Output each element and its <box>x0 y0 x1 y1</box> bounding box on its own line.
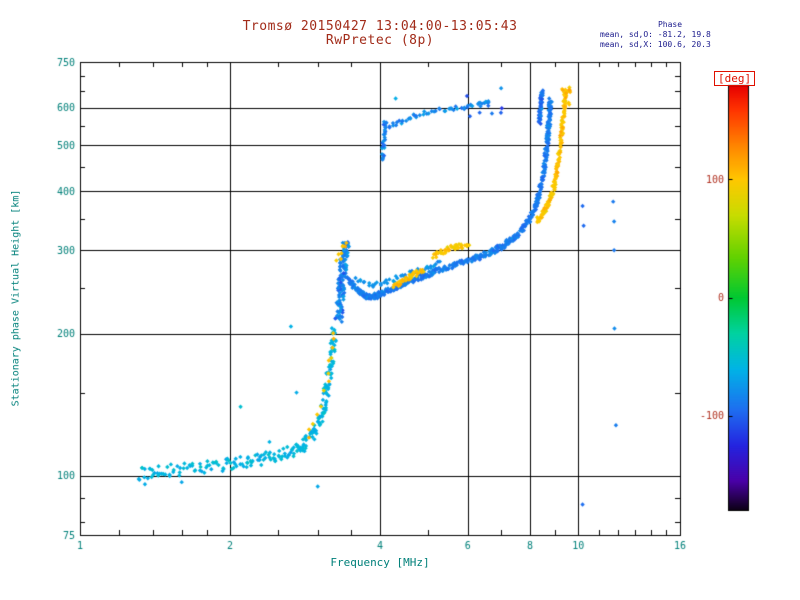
phase-annotation-o-mode: mean, sd,O: -81.2, 19.8 <box>600 30 711 39</box>
phase-annotation-header: Phase <box>657 20 683 29</box>
chart-title: Tromsø 20150427 13:04:00-13:05:43 <box>242 19 518 34</box>
colorbar-unit-label: [deg] <box>714 71 756 86</box>
phase-annotation: Phase mean, sd,O: -81.2, 19.8 mean, sd,X… <box>600 20 740 50</box>
phase-annotation-x-mode: mean, sd,X: 100.6, 20.3 <box>600 40 711 49</box>
x-axis-label: Frequency [MHz] <box>330 556 430 569</box>
chart-subtitle: RwPretec (8p) <box>325 33 435 48</box>
y-axis-label: Stationary phase Virtual Height [km] <box>10 189 22 407</box>
